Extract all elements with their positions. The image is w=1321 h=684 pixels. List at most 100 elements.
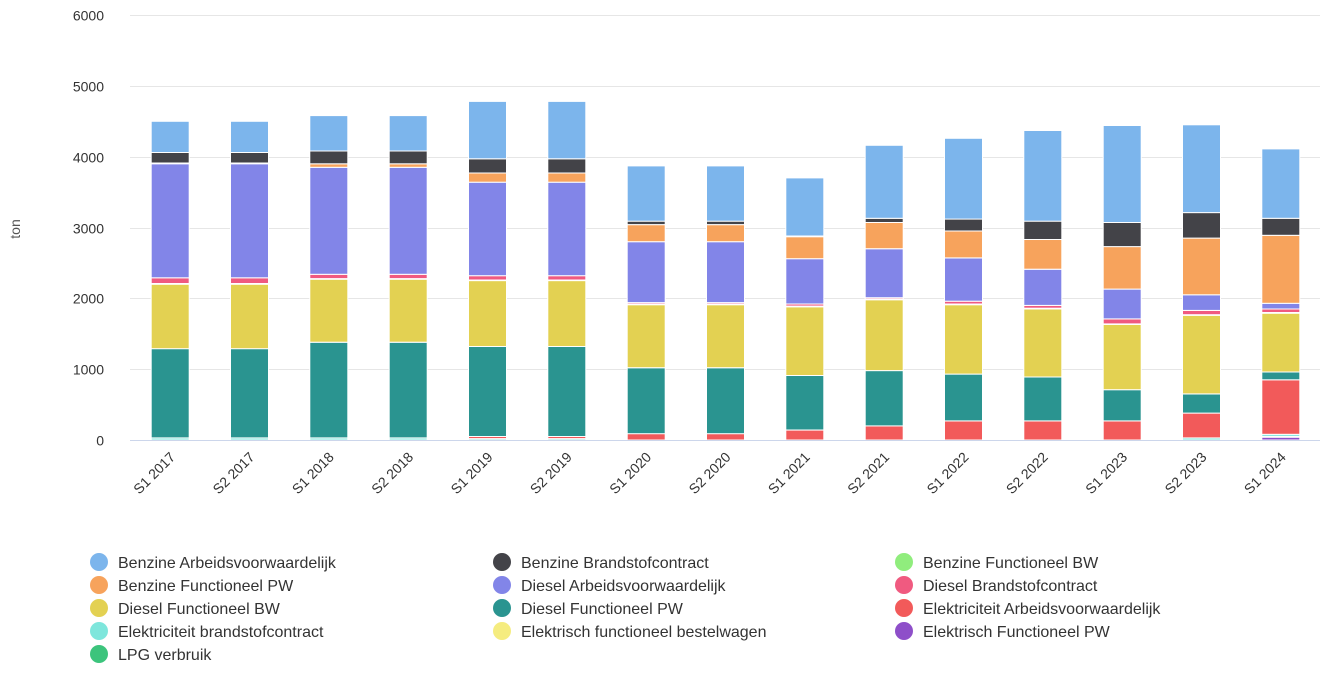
bar-segment[interactable] (309, 273, 349, 280)
bar-segment[interactable] (388, 150, 428, 165)
bar-segment[interactable] (785, 258, 825, 305)
bar-segment[interactable] (1182, 212, 1221, 239)
bar-segment[interactable] (785, 236, 825, 260)
legend-item[interactable]: Benzine Functioneel BW (895, 553, 1099, 572)
bar-segment[interactable] (944, 257, 983, 302)
legend-item[interactable]: LPG verbruik (90, 645, 212, 664)
bar-segment[interactable] (944, 373, 983, 422)
bar-segment[interactable] (1023, 239, 1063, 270)
bar-segment[interactable] (1261, 379, 1301, 435)
bar-segment[interactable] (864, 217, 904, 224)
bar-segment[interactable] (388, 115, 428, 152)
bar-segment[interactable] (706, 304, 745, 369)
bar-segment[interactable] (388, 341, 428, 439)
bar-segment[interactable] (1182, 237, 1221, 296)
bar-segment[interactable] (547, 100, 587, 160)
bar-segment[interactable] (1182, 393, 1221, 414)
bar-segment[interactable] (230, 151, 269, 164)
bar-segment[interactable] (785, 177, 825, 237)
bar-segment[interactable] (468, 275, 507, 281)
bar-segment[interactable] (468, 158, 507, 174)
bar-segment[interactable] (1102, 389, 1142, 422)
bar-segment[interactable] (230, 277, 269, 284)
bar-segment[interactable] (150, 277, 190, 284)
bar-segment[interactable] (309, 163, 349, 168)
legend-item[interactable]: Benzine Arbeidsvoorwaardelijk (90, 553, 337, 572)
bar-segment[interactable] (468, 181, 507, 277)
legend-item[interactable]: Benzine Brandstofcontract (493, 553, 709, 572)
bar-segment[interactable] (309, 150, 349, 165)
bar-segment[interactable] (547, 181, 587, 277)
bar-segment[interactable] (150, 120, 190, 154)
bar-segment[interactable] (230, 348, 269, 439)
bar-segment[interactable] (944, 137, 983, 220)
bar-segment[interactable] (1261, 312, 1301, 373)
bar-segment[interactable] (1261, 302, 1301, 310)
bar-segment[interactable] (1182, 294, 1221, 311)
bar-segment[interactable] (1261, 234, 1301, 304)
bar-segment[interactable] (626, 224, 666, 243)
bar-segment[interactable] (1261, 217, 1301, 236)
bar-segment[interactable] (547, 280, 587, 348)
bar-segment[interactable] (1102, 125, 1142, 223)
legend-item[interactable]: Elektriciteit brandstofcontract (90, 622, 324, 641)
bar-segment[interactable] (388, 278, 428, 343)
bar-segment[interactable] (468, 280, 507, 348)
legend-item[interactable]: Benzine Functioneel PW (90, 576, 294, 595)
bar-segment[interactable] (1102, 420, 1142, 441)
bar-segment[interactable] (1023, 268, 1063, 306)
bar-segment[interactable] (309, 115, 349, 152)
bar-segment[interactable] (1182, 412, 1221, 439)
legend-item[interactable]: Diesel Arbeidsvoorwaardelijk (493, 576, 727, 595)
bar-segment[interactable] (1102, 324, 1142, 391)
bar-segment[interactable] (944, 304, 983, 375)
bar-segment[interactable] (1261, 308, 1301, 313)
bar-segment[interactable] (309, 341, 349, 439)
bar-segment[interactable] (309, 278, 349, 343)
bar-segment[interactable] (1102, 288, 1142, 320)
bar-segment[interactable] (547, 158, 587, 174)
bar-segment[interactable] (706, 224, 745, 243)
bar-segment[interactable] (388, 273, 428, 280)
bar-segment[interactable] (785, 429, 825, 441)
bar-segment[interactable] (150, 283, 190, 350)
bar-segment[interactable] (547, 275, 587, 281)
bar-segment[interactable] (1023, 308, 1063, 378)
bar-segment[interactable] (1261, 371, 1301, 381)
bar-segment[interactable] (944, 230, 983, 259)
bar-segment[interactable] (944, 420, 983, 441)
bar-segment[interactable] (468, 346, 507, 437)
bar-segment[interactable] (388, 163, 428, 168)
bar-segment[interactable] (944, 218, 983, 232)
bar-segment[interactable] (1102, 246, 1142, 290)
bar-segment[interactable] (468, 100, 507, 160)
bar-segment[interactable] (1023, 420, 1063, 441)
bar-segment[interactable] (864, 299, 904, 372)
bar-segment[interactable] (150, 151, 190, 164)
bar-segment[interactable] (785, 306, 825, 376)
bar-segment[interactable] (864, 222, 904, 250)
bar-segment[interactable] (706, 367, 745, 435)
legend-item[interactable]: Diesel Functioneel PW (493, 599, 684, 618)
bar-segment[interactable] (1261, 148, 1301, 219)
bar-segment[interactable] (706, 165, 745, 222)
bar-segment[interactable] (626, 433, 666, 441)
legend-item[interactable]: Diesel Brandstofcontract (895, 576, 1098, 595)
bar-segment[interactable] (785, 375, 825, 431)
bar-segment[interactable] (150, 163, 190, 279)
bar-segment[interactable] (309, 166, 349, 275)
legend-item[interactable]: Elektrisch Functioneel PW (895, 622, 1111, 641)
bar-segment[interactable] (1023, 376, 1063, 422)
bar-segment[interactable] (1182, 314, 1221, 395)
bar-segment[interactable] (706, 241, 745, 304)
bar-segment[interactable] (388, 166, 428, 275)
bar-segment[interactable] (706, 433, 745, 441)
bar-segment[interactable] (1023, 220, 1063, 241)
bar-segment[interactable] (468, 172, 507, 183)
bar-segment[interactable] (547, 346, 587, 437)
bar-segment[interactable] (230, 120, 269, 154)
bar-segment[interactable] (1182, 309, 1221, 316)
bar-segment[interactable] (626, 367, 666, 435)
bar-segment[interactable] (864, 370, 904, 427)
bar-segment[interactable] (864, 144, 904, 219)
